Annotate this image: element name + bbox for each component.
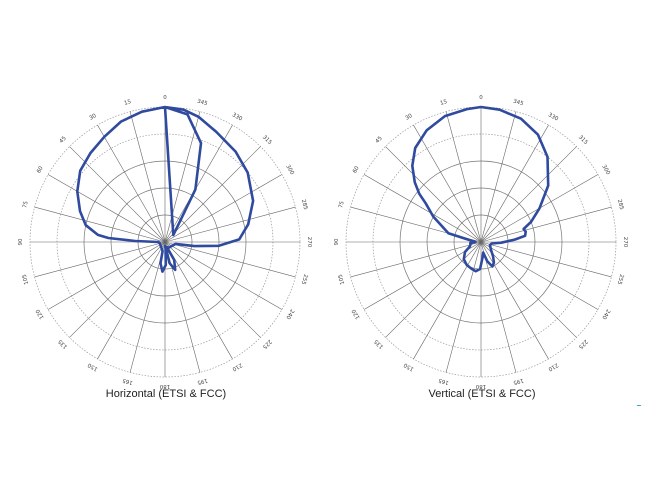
angle-tick-label: 345	[196, 99, 208, 108]
angle-tick-label: 270	[622, 237, 628, 248]
angle-tick-label: 300	[284, 164, 295, 177]
angle-tick-label: 330	[231, 112, 244, 123]
horizontal-plot-title: Horizontal (ETSI & FCC)	[105, 388, 227, 400]
polar-spoke	[385, 146, 482, 243]
angle-tick-label: 330	[547, 112, 560, 123]
polar-spoke	[47, 174, 166, 243]
polar-spoke	[350, 241, 482, 278]
polar-spoke	[480, 241, 612, 278]
angle-tick-label: 90	[334, 238, 340, 245]
angle-tick-label: 0	[163, 95, 167, 101]
polar-spoke	[129, 241, 166, 373]
angle-tick-label: 225	[261, 338, 273, 350]
polar-spoke	[164, 146, 261, 243]
angle-tick-label: 30	[404, 113, 413, 122]
polar-spoke	[164, 174, 283, 243]
angle-tick-label: 165	[121, 377, 133, 386]
radiation-pattern-curve	[411, 105, 550, 273]
angle-tick-label: 90	[18, 238, 24, 245]
polar-spoke	[164, 111, 201, 243]
polar-spoke	[164, 124, 233, 243]
angle-tick-label: 210	[230, 361, 243, 372]
angle-tick-label: 150	[87, 361, 100, 372]
angle-tick-label: 255	[616, 273, 625, 285]
polar-spoke	[385, 241, 482, 338]
angle-tick-label: 45	[375, 135, 385, 145]
polar-spoke	[363, 241, 482, 310]
polar-spoke	[480, 241, 599, 310]
angle-tick-label: 210	[546, 361, 559, 372]
angle-tick-label: 240	[284, 308, 295, 321]
angle-tick-label: 120	[35, 307, 46, 320]
angle-tick-label: 180	[159, 383, 170, 389]
polar-spoke	[34, 241, 166, 278]
polar-spoke	[363, 174, 482, 243]
radiation-pattern-curve	[76, 105, 255, 273]
polar-spoke	[164, 206, 296, 243]
polar-spoke	[480, 146, 577, 243]
angle-tick-label: 45	[59, 135, 69, 145]
angle-tick-label: 60	[36, 165, 45, 174]
angle-tick-label: 195	[512, 377, 524, 386]
angle-tick-label: 315	[261, 134, 273, 146]
angle-tick-label: 285	[300, 199, 309, 211]
polar-spoke	[97, 124, 166, 243]
polar-spoke	[164, 241, 296, 278]
angle-tick-label: 240	[600, 308, 611, 321]
angle-tick-label: 270	[306, 237, 312, 248]
polar-spoke	[480, 206, 612, 243]
polar-spoke	[164, 241, 233, 360]
angle-tick-label: 255	[300, 273, 309, 285]
angle-tick-label: 135	[57, 338, 69, 350]
angle-tick-label: 15	[440, 99, 449, 107]
polar-spoke	[34, 206, 166, 243]
angle-tick-label: 75	[22, 200, 30, 209]
horizontal-polar-plot: 0 15 30 45 60 75 90 105 120 135 150 165 180 195 210 225…	[18, 95, 312, 389]
angle-tick-label: 135	[373, 338, 385, 350]
angle-tick-label: 285	[616, 199, 625, 211]
angle-tick-label: 60	[352, 165, 361, 174]
angle-tick-label: 300	[600, 164, 611, 177]
polar-spoke	[69, 241, 166, 338]
angle-tick-label: 165	[437, 377, 449, 386]
angle-tick-label: 345	[512, 99, 524, 108]
polar-spoke	[164, 241, 283, 310]
polar-spoke	[480, 241, 549, 360]
polar-spoke	[480, 111, 517, 243]
polar-spoke	[413, 241, 482, 360]
polar-spoke	[69, 146, 166, 243]
polar-spoke	[97, 241, 166, 360]
angle-tick-label: 75	[338, 200, 346, 209]
angle-tick-label: 30	[88, 113, 97, 122]
polar-spoke	[164, 241, 261, 338]
polar-spoke	[129, 111, 166, 243]
polar-spoke	[445, 111, 482, 243]
angle-tick-label: 0	[479, 95, 483, 101]
angle-tick-label: 225	[577, 338, 589, 350]
angle-tick-label: 120	[351, 307, 362, 320]
polar-spoke	[480, 241, 577, 338]
polar-spoke	[47, 241, 166, 310]
angle-tick-label: 105	[22, 273, 31, 285]
angle-tick-label: 195	[196, 377, 208, 386]
angle-tick-label: 15	[124, 99, 133, 107]
angle-tick-label: 315	[577, 134, 589, 146]
polar-spoke	[480, 241, 517, 373]
angle-tick-label: 150	[403, 361, 416, 372]
vertical-polar-plot: 0 15 30 45 60 75 90 105 120 135 150 165 180 195 210 225…	[334, 95, 628, 389]
polar-spoke	[445, 241, 482, 373]
angle-tick-label: 180	[475, 383, 486, 389]
polar-spoke	[480, 124, 549, 243]
vertical-plot-title: Vertical (ETSI & FCC)	[428, 388, 536, 400]
polar-spoke	[413, 124, 482, 243]
angle-tick-label: 105	[338, 273, 347, 285]
